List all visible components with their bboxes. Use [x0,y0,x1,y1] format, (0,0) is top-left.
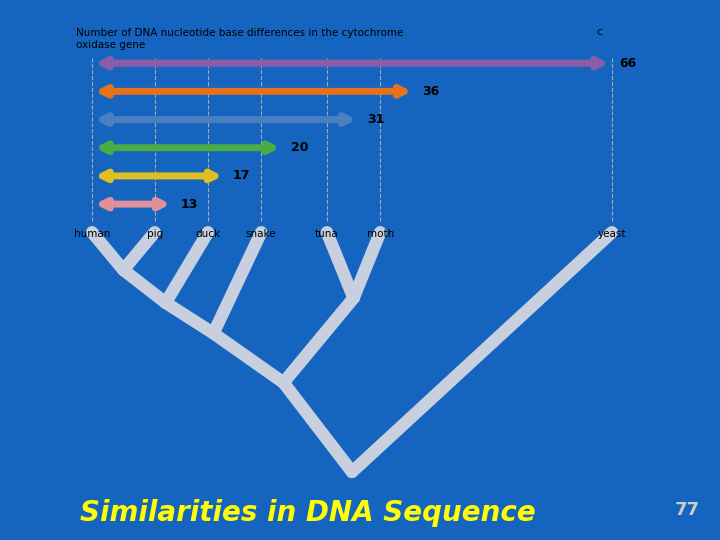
Text: tuna: tuna [315,228,339,239]
Text: Similarities in DNA Sequence: Similarities in DNA Sequence [81,499,536,527]
Text: 77: 77 [675,501,700,519]
Text: yeast: yeast [598,228,626,239]
Text: c: c [596,26,603,37]
Text: pig: pig [147,228,163,239]
Text: 13: 13 [181,198,199,211]
Text: snake: snake [246,228,276,239]
Text: 36: 36 [422,85,439,98]
Text: moth: moth [366,228,394,239]
Text: Number of DNA nucleotide base differences in the cytochrome
oxidase gene: Number of DNA nucleotide base difference… [76,28,404,50]
Text: human: human [74,228,110,239]
Text: 66: 66 [619,57,636,70]
Text: 20: 20 [291,141,308,154]
Text: duck: duck [195,228,220,239]
Text: 31: 31 [367,113,384,126]
Text: 17: 17 [233,170,251,183]
